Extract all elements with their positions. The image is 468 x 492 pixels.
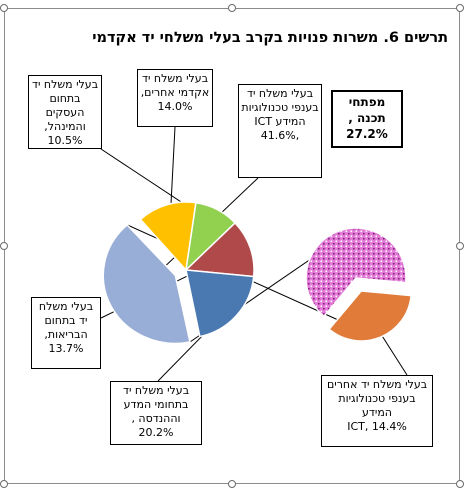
resize-handle-top-right[interactable] bbox=[456, 4, 464, 12]
slice-ict bbox=[102, 223, 191, 345]
label-other-ict-name: בעלי משלח יד אחרים בענפי טכנולוגיות המיד… bbox=[326, 378, 428, 419]
label-science: בעלי משלח יד בתחומי המדע וההנדסה , 20.2% bbox=[110, 381, 202, 445]
resize-handle-top-center[interactable] bbox=[228, 4, 236, 12]
resize-handle-middle-right[interactable] bbox=[456, 242, 464, 250]
label-software-developers-value: 27.2% bbox=[346, 127, 388, 141]
resize-handle-bottom-center[interactable] bbox=[228, 480, 236, 488]
label-other-academic: בעלי משלח יד אקדמי אחרים, 14.0% bbox=[137, 69, 213, 127]
label-ict-name: בעלי משלח יד בענפי טכנולוגיות המידע ICT bbox=[241, 87, 319, 128]
label-other-academic-value: 14.0% bbox=[157, 100, 193, 113]
label-other-ict: בעלי משלח יד אחרים בענפי טכנולוגיות המיד… bbox=[321, 375, 433, 447]
slice-science bbox=[185, 269, 255, 338]
breakout-slice-other-ict bbox=[328, 290, 412, 342]
label-ict: בעלי משלח יד בענפי טכנולוגיות המידע ICT … bbox=[238, 84, 322, 178]
label-business: בעלי משלח יד בתחום העסקים והמינהל, 10.5% bbox=[28, 75, 102, 149]
slice-other-academic bbox=[139, 201, 197, 272]
label-health-value: 13.7% bbox=[48, 342, 84, 355]
breakout-slice-software bbox=[305, 227, 407, 318]
resize-handle-middle-left[interactable] bbox=[0, 242, 8, 250]
label-software-developers-name: מפתחי תכנה , bbox=[348, 95, 386, 125]
chart-title: תרשים 6. משרות פנויות בקרב בעלי משלחי יד… bbox=[92, 30, 448, 46]
resize-handle-bottom-right[interactable] bbox=[456, 480, 464, 488]
label-other-academic-name: בעלי משלח יד אקדמי אחרים, bbox=[140, 72, 210, 99]
resize-handle-top-left[interactable] bbox=[0, 4, 8, 12]
label-health: בעלי משלח יד בתחום הבריאות, 13.7% bbox=[31, 297, 101, 369]
label-business-name: בעלי משלח יד בתחום העסקים והמינהל, bbox=[31, 78, 99, 133]
label-science-value: 20.2% bbox=[138, 426, 174, 439]
label-other-ict-value: ICT, 14.4% bbox=[347, 420, 407, 433]
label-science-name: בעלי משלח יד בתחומי המדע וההנדסה , bbox=[122, 384, 190, 425]
label-business-value: 10.5% bbox=[47, 134, 83, 147]
resize-handle-bottom-left[interactable] bbox=[0, 480, 8, 488]
leader-other-academic bbox=[169, 126, 176, 218]
label-ict-value: ,41.6% bbox=[260, 129, 300, 142]
label-health-name: בעלי משלח יד בתחום הבריאות, bbox=[38, 300, 94, 341]
label-software-developers: מפתחי תכנה , 27.2% bbox=[331, 90, 403, 148]
slice-health bbox=[184, 221, 255, 278]
